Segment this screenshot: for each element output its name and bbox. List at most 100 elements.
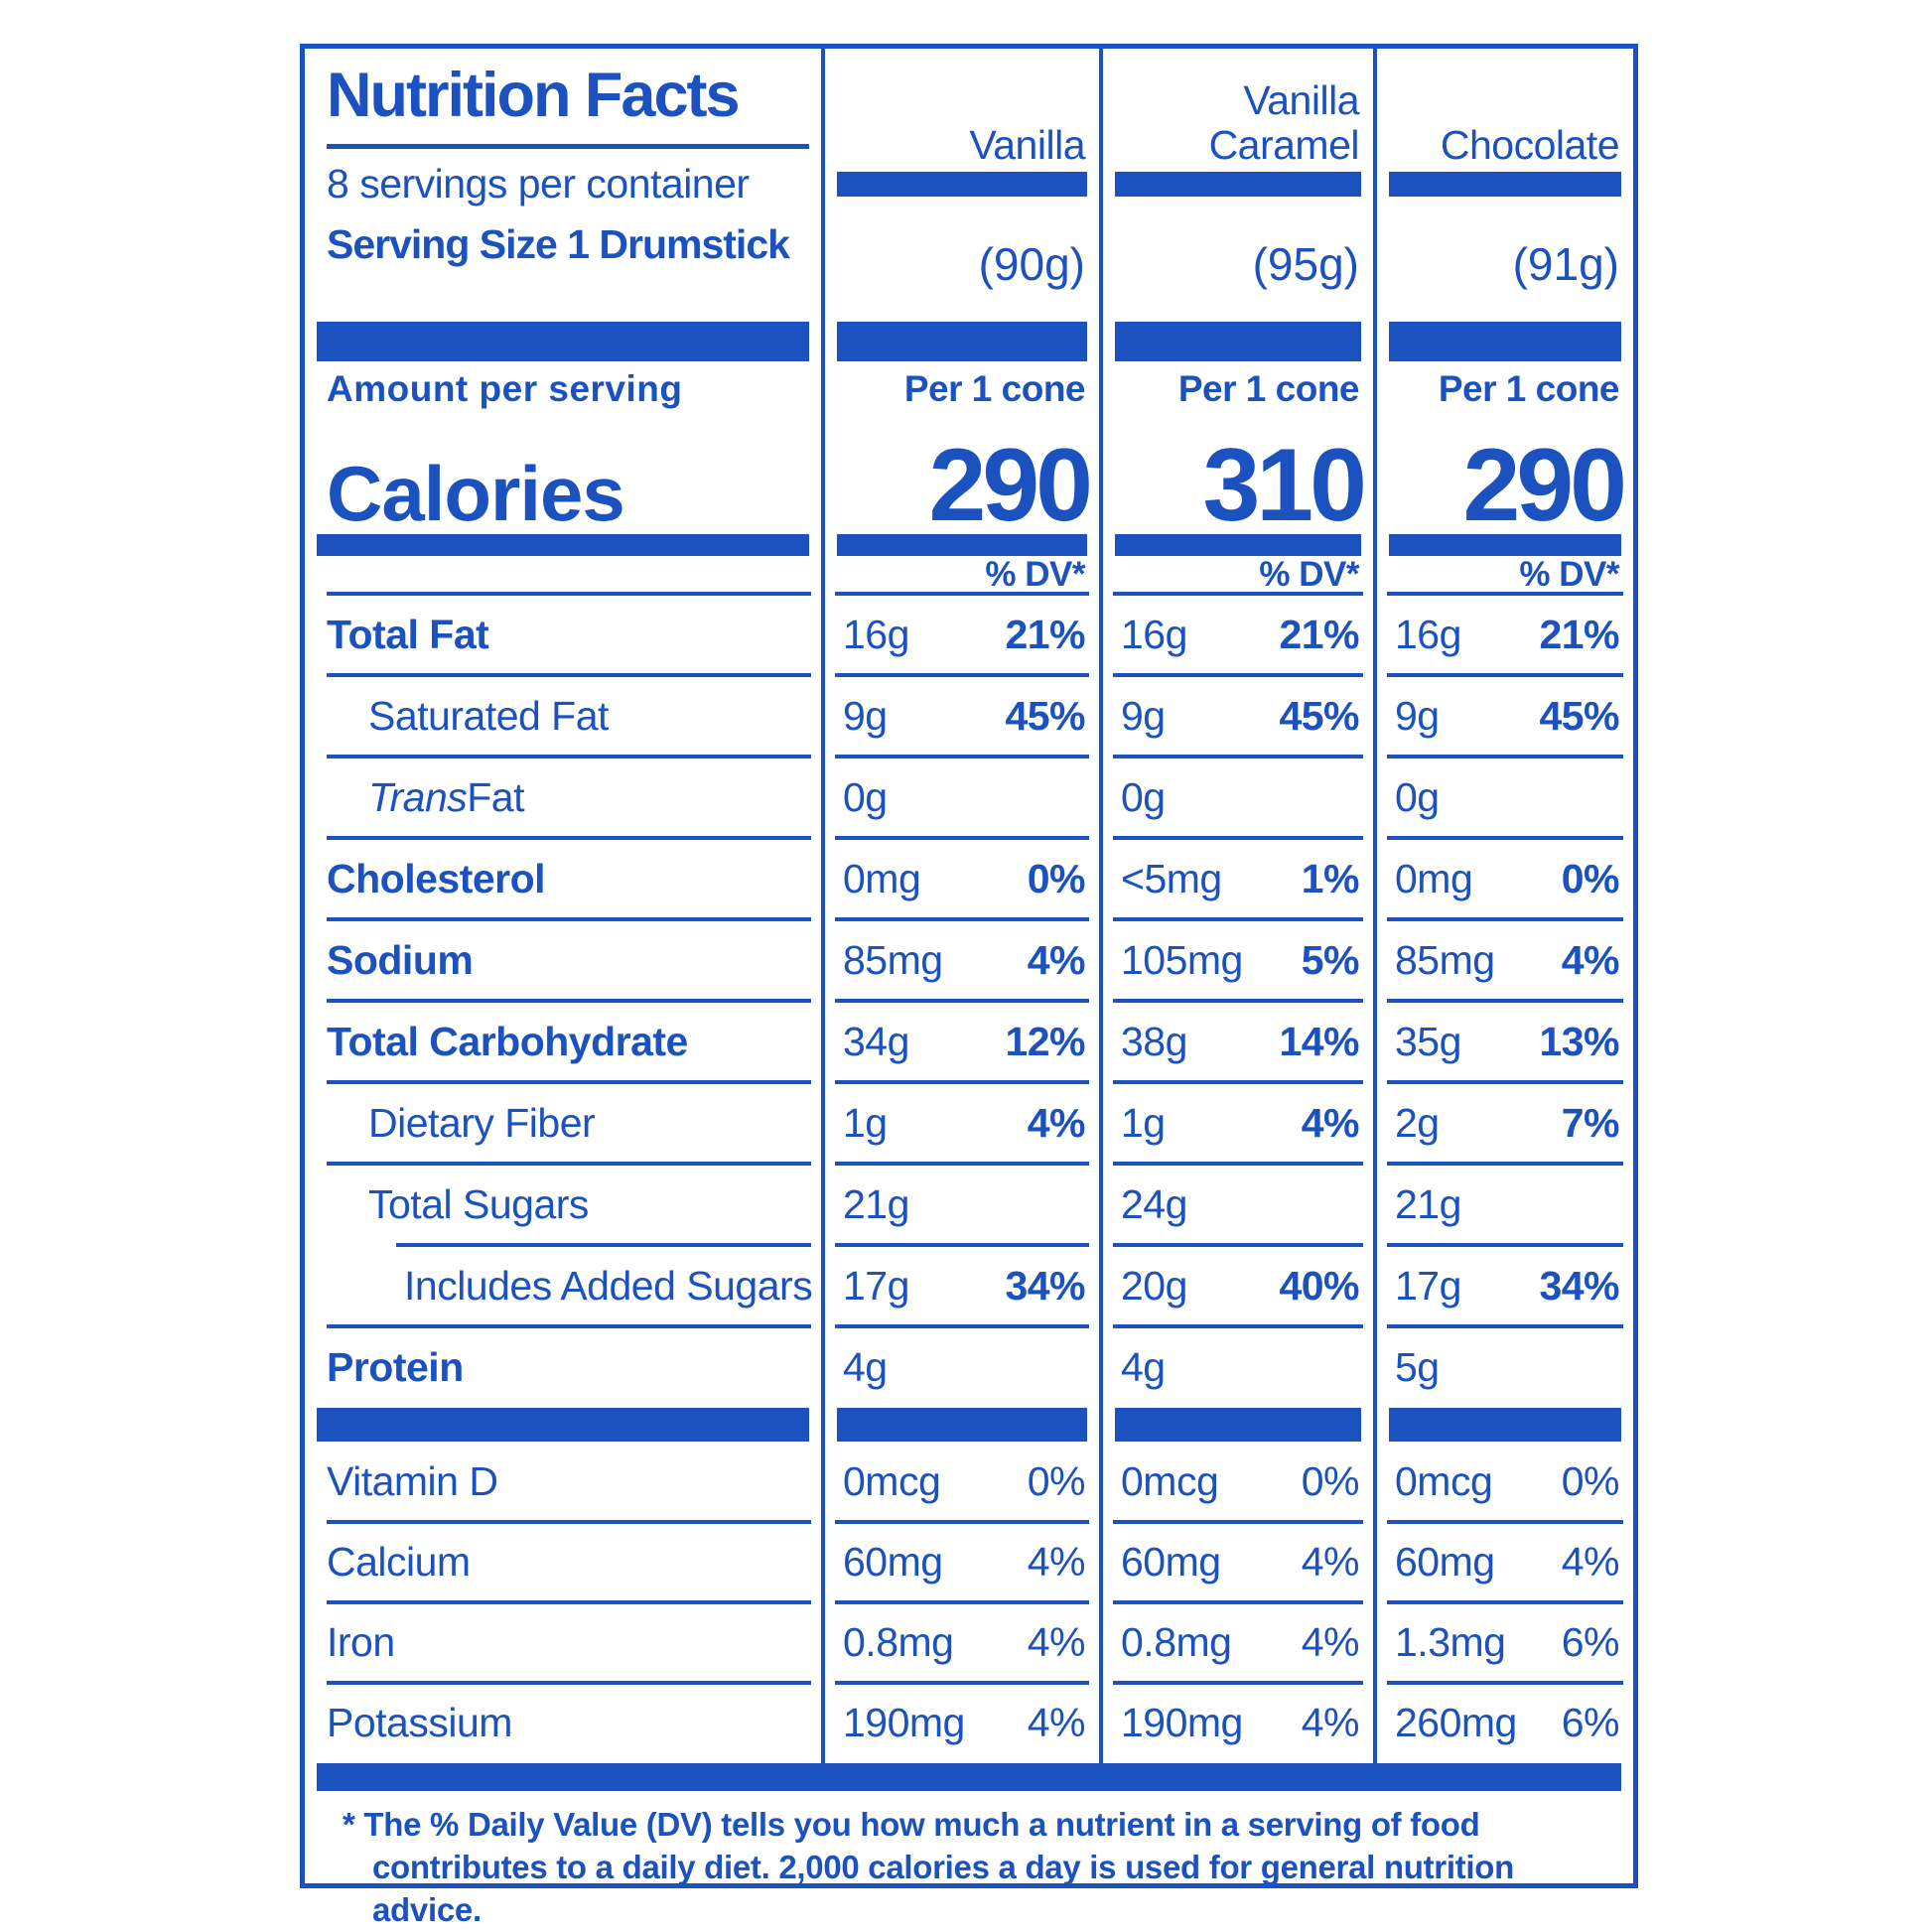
micronutrient-amount: 60mg: [843, 1539, 943, 1585]
nutrient-dv: 45%: [1005, 692, 1085, 739]
micronutrient-amount: 0.8mg: [843, 1619, 954, 1665]
nutrient-dv: 12%: [1005, 1018, 1085, 1064]
micronutrient-amount: 1.3mg: [1395, 1619, 1506, 1665]
nutrient-amount: 1g: [1121, 1099, 1166, 1146]
micronutrient-cell: 0.8mg 4%: [821, 1600, 1099, 1683]
nutrient-cell: 16g 21%: [1099, 592, 1373, 675]
micronutrient-cell: 190mg 4%: [1099, 1681, 1373, 1763]
nutrient-cell: 17g 34%: [1373, 1243, 1633, 1326]
label-header: Nutrition Facts 8 servings per container…: [305, 49, 821, 322]
micronutrient-amount: 0.8mg: [1121, 1619, 1232, 1665]
micronutrient-label-vitamin-d: Vitamin D: [327, 1458, 498, 1504]
nutrient-label-total-carbohydrate: Total Carbohydrate: [305, 999, 821, 1082]
micronutrient-dv: 4%: [1301, 1700, 1360, 1745]
micronutrient-dv: 4%: [1027, 1700, 1086, 1745]
micronutrient-cell: 260mg 6%: [1373, 1681, 1633, 1763]
nutrient-amount: 0mg: [1395, 855, 1473, 901]
blue-bar: [837, 322, 1087, 361]
nutrient-dv: 21%: [1005, 611, 1085, 657]
micronutrient-cell: 0mcg 0%: [1373, 1442, 1633, 1522]
nutrient-dv: 7%: [1561, 1099, 1620, 1146]
nutrient-cell: <5mg 1%: [1099, 836, 1373, 919]
micronutrient-section-bar: [305, 1408, 821, 1442]
micronutrient-section-bar: [1099, 1408, 1373, 1442]
micronutrient-amount: 190mg: [1121, 1700, 1243, 1745]
dv-header-vanilla-caramel: % DV*: [1099, 555, 1373, 594]
blue-bar: [837, 1408, 1087, 1442]
nutrient-cell: 85mg 4%: [821, 917, 1099, 1001]
nutrient-dv: 21%: [1539, 611, 1619, 657]
blue-bar: [317, 322, 809, 361]
nutrient-amount: 9g: [843, 692, 888, 739]
nutrient-amount: 0mg: [843, 855, 921, 901]
nutrient-dv: 13%: [1539, 1018, 1619, 1064]
nutrient-cell: 0mg 0%: [821, 836, 1099, 919]
nutrient-cell: 34g 12%: [821, 999, 1099, 1082]
nutrient-cell: 38g 14%: [1099, 999, 1373, 1082]
blue-bar: [317, 534, 809, 556]
nutrient-amount: 20g: [1121, 1262, 1187, 1309]
micronutrient-dv: 6%: [1561, 1700, 1620, 1745]
nutrient-cell: 17g 34%: [821, 1243, 1099, 1326]
nutrient-amount: 4g: [1121, 1343, 1166, 1390]
per-cone-label-vanilla-caramel: Per 1 cone: [1099, 361, 1373, 417]
micronutrient-label-iron: Iron: [305, 1600, 821, 1683]
nutrient-amount: 0g: [1121, 773, 1166, 820]
nutrient-cell: 0g: [1099, 755, 1373, 838]
nutrient-amount: <5mg: [1121, 855, 1222, 901]
nutrient-label-trans-fat: Trans Fat: [305, 755, 821, 838]
nutrient-amount: 21g: [843, 1180, 909, 1227]
blue-bar: [317, 1763, 1621, 1791]
micronutrient-cell: 0mcg 0%: [1099, 1442, 1373, 1522]
nutrient-cell: 20g 40%: [1099, 1243, 1373, 1326]
nutrient-cell: 2g 7%: [1373, 1080, 1633, 1164]
nutrient-cell: 1g 4%: [821, 1080, 1099, 1164]
blue-bar: [837, 172, 1087, 197]
nutrient-amount: 5g: [1395, 1343, 1440, 1390]
nutrient-amount: 2g: [1395, 1099, 1440, 1146]
nutrient-amount: 24g: [1121, 1180, 1187, 1227]
per-cone-label-vanilla: Per 1 cone: [821, 361, 1099, 417]
calories-label: Calories: [327, 450, 625, 537]
section-bar: [1099, 322, 1373, 361]
nutrition-facts-label: Nutrition Facts 8 servings per container…: [300, 44, 1638, 1928]
nutrient-cell: 4g: [821, 1324, 1099, 1408]
micronutrient-dv: 4%: [1301, 1619, 1360, 1665]
nutrient-cell: 0g: [1373, 755, 1633, 838]
blue-bar: [1115, 322, 1361, 361]
micronutrient-cell: 190mg 4%: [821, 1681, 1099, 1763]
nutrient-cell: 21g: [821, 1162, 1099, 1245]
servings-per-container: 8 servings per container: [327, 161, 750, 207]
nutrient-dv: 34%: [1539, 1262, 1619, 1309]
micronutrient-amount: 260mg: [1395, 1700, 1517, 1745]
nutrient-dv: 5%: [1301, 936, 1360, 983]
serving-weight-vanilla-caramel: (95g): [1099, 197, 1373, 322]
nutrient-label-sodium: Sodium: [305, 917, 821, 1001]
micronutrient-section-bar: [821, 1408, 1099, 1442]
nutrient-amount: 85mg: [1395, 936, 1495, 983]
micronutrient-label-calcium: Calcium: [305, 1520, 821, 1602]
micronutrient-label-potassium: Potassium: [305, 1681, 821, 1763]
nutrient-dv: 40%: [1279, 1262, 1359, 1309]
nutrient-cell: 0g: [821, 755, 1099, 838]
serving-weight-chocolate: (91g): [1373, 197, 1633, 322]
nutrient-dv: 14%: [1279, 1018, 1359, 1064]
nutrient-dv: 4%: [1027, 936, 1086, 983]
nutrient-dv: 1%: [1301, 855, 1360, 901]
serving-weight-vanilla: (90g): [821, 197, 1099, 322]
section-bar: [305, 322, 821, 361]
calories-value-chocolate: 290: [1373, 417, 1633, 537]
nutrient-cell: 16g 21%: [1373, 592, 1633, 675]
calories-value-vanilla-caramel: 310: [1099, 417, 1373, 537]
nutrition-facts-title: Nutrition Facts: [327, 61, 741, 130]
nutrient-label-total-fat: Total Fat: [305, 592, 821, 675]
dv-header-vanilla: % DV*: [821, 555, 1099, 594]
micronutrient-dv: 6%: [1561, 1619, 1620, 1665]
micronutrient-amount: 0mcg: [1395, 1458, 1493, 1504]
nutrient-dv: 45%: [1279, 692, 1359, 739]
micronutrient-amount: 190mg: [843, 1700, 965, 1745]
micronutrient-dv: 4%: [1027, 1539, 1086, 1585]
footnote-line-2: contributes to a daily diet. 2,000 calor…: [372, 1849, 1514, 1928]
amount-per-serving-label: Amount per serving: [327, 368, 683, 409]
nutrient-dv: 0%: [1027, 855, 1086, 901]
